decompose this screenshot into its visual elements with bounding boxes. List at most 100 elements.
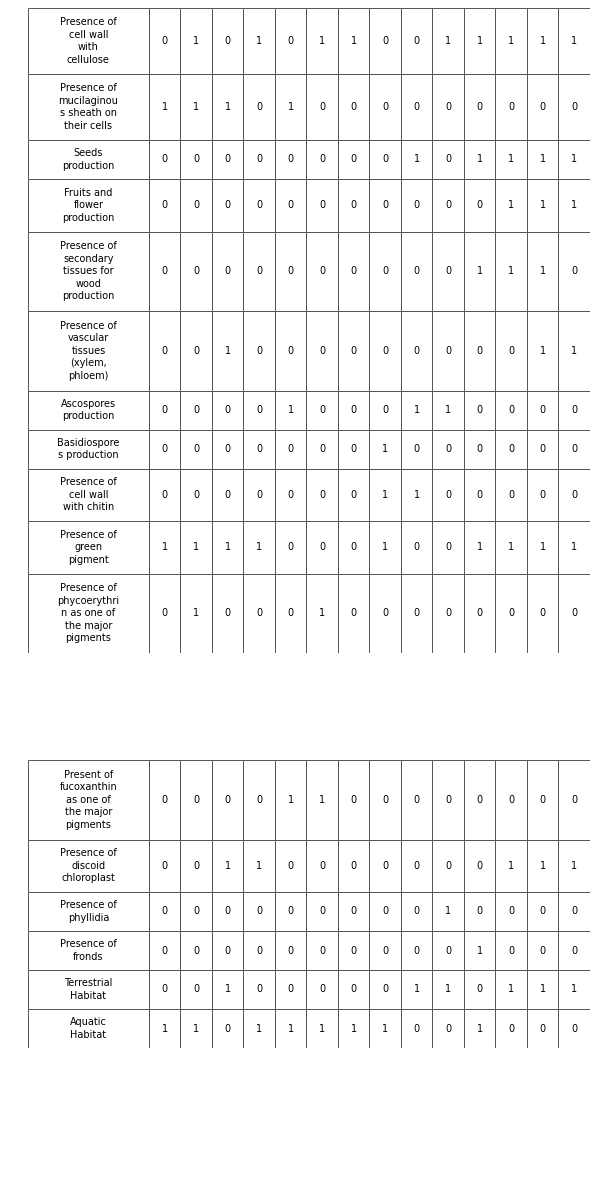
- Text: 0: 0: [224, 946, 231, 955]
- Bar: [275, 760, 306, 840]
- Bar: [149, 74, 181, 140]
- Bar: [306, 931, 338, 970]
- Text: 0: 0: [193, 404, 199, 415]
- Bar: [149, 970, 181, 1009]
- Bar: [370, 840, 401, 892]
- Bar: [559, 840, 590, 892]
- Text: 0: 0: [445, 946, 451, 955]
- Text: 0: 0: [162, 200, 168, 210]
- Bar: [559, 468, 590, 521]
- Bar: [28, 468, 149, 521]
- Text: 0: 0: [351, 444, 357, 454]
- Text: 1: 1: [476, 36, 483, 46]
- Text: 0: 0: [193, 266, 199, 276]
- Bar: [401, 390, 432, 430]
- Text: 0: 0: [351, 155, 357, 164]
- Bar: [527, 390, 559, 430]
- Bar: [338, 468, 370, 521]
- Bar: [401, 232, 432, 311]
- Bar: [401, 892, 432, 931]
- Text: 0: 0: [571, 266, 577, 276]
- Bar: [401, 840, 432, 892]
- Text: 0: 0: [287, 906, 293, 917]
- Text: 1: 1: [445, 984, 451, 995]
- Text: 0: 0: [476, 404, 483, 415]
- Text: 0: 0: [162, 984, 168, 995]
- Bar: [28, 892, 149, 931]
- Text: 0: 0: [162, 490, 168, 499]
- Bar: [212, 140, 243, 179]
- Bar: [28, 430, 149, 468]
- Bar: [243, 232, 275, 311]
- Text: 1: 1: [256, 860, 262, 871]
- Bar: [338, 574, 370, 653]
- Text: 1: 1: [508, 36, 514, 46]
- Text: 0: 0: [287, 200, 293, 210]
- Bar: [495, 140, 527, 179]
- Text: 1: 1: [540, 155, 546, 164]
- Text: 0: 0: [382, 860, 388, 871]
- Text: Seeds
production: Seeds production: [62, 149, 115, 170]
- Bar: [401, 140, 432, 179]
- Bar: [559, 74, 590, 140]
- Bar: [212, 760, 243, 840]
- Bar: [28, 521, 149, 574]
- Text: 0: 0: [351, 490, 357, 499]
- Text: 0: 0: [162, 346, 168, 355]
- Bar: [559, 390, 590, 430]
- Bar: [464, 760, 495, 840]
- Text: 0: 0: [445, 794, 451, 805]
- Bar: [464, 74, 495, 140]
- Text: 0: 0: [193, 794, 199, 805]
- Text: 0: 0: [351, 266, 357, 276]
- Bar: [28, 179, 149, 232]
- Text: 1: 1: [162, 102, 168, 112]
- Text: 0: 0: [476, 860, 483, 871]
- Text: 0: 0: [414, 946, 420, 955]
- Text: 0: 0: [256, 200, 262, 210]
- Bar: [401, 468, 432, 521]
- Bar: [149, 390, 181, 430]
- Bar: [212, 74, 243, 140]
- Bar: [28, 232, 149, 311]
- Bar: [306, 8, 338, 74]
- Bar: [338, 892, 370, 931]
- Text: 1: 1: [224, 346, 231, 355]
- Text: 1: 1: [540, 36, 546, 46]
- Text: 0: 0: [382, 984, 388, 995]
- Text: 1: 1: [193, 102, 199, 112]
- Bar: [28, 931, 149, 970]
- Bar: [181, 840, 212, 892]
- Bar: [464, 179, 495, 232]
- Text: 0: 0: [319, 542, 325, 552]
- Bar: [243, 430, 275, 468]
- Text: 1: 1: [224, 102, 231, 112]
- Text: 0: 0: [508, 794, 514, 805]
- Bar: [495, 468, 527, 521]
- Text: 0: 0: [319, 444, 325, 454]
- Text: 0: 0: [193, 200, 199, 210]
- Text: 0: 0: [540, 490, 546, 499]
- Text: 0: 0: [382, 200, 388, 210]
- Text: Terrestrial
Habitat: Terrestrial Habitat: [64, 978, 113, 1001]
- Text: Presence of
secondary
tissues for
wood
production: Presence of secondary tissues for wood p…: [60, 241, 117, 301]
- Bar: [527, 1009, 559, 1048]
- Text: 0: 0: [445, 346, 451, 355]
- Bar: [181, 970, 212, 1009]
- Bar: [495, 8, 527, 74]
- Bar: [306, 840, 338, 892]
- Bar: [401, 970, 432, 1009]
- Bar: [370, 311, 401, 390]
- Bar: [275, 1009, 306, 1048]
- Text: 1: 1: [476, 542, 483, 552]
- Text: 0: 0: [414, 346, 420, 355]
- Bar: [464, 931, 495, 970]
- Bar: [181, 390, 212, 430]
- Text: 0: 0: [256, 608, 262, 618]
- Bar: [559, 311, 590, 390]
- Text: 1: 1: [571, 200, 577, 210]
- Text: 0: 0: [382, 794, 388, 805]
- Text: 1: 1: [571, 36, 577, 46]
- Bar: [495, 931, 527, 970]
- Text: 0: 0: [445, 102, 451, 112]
